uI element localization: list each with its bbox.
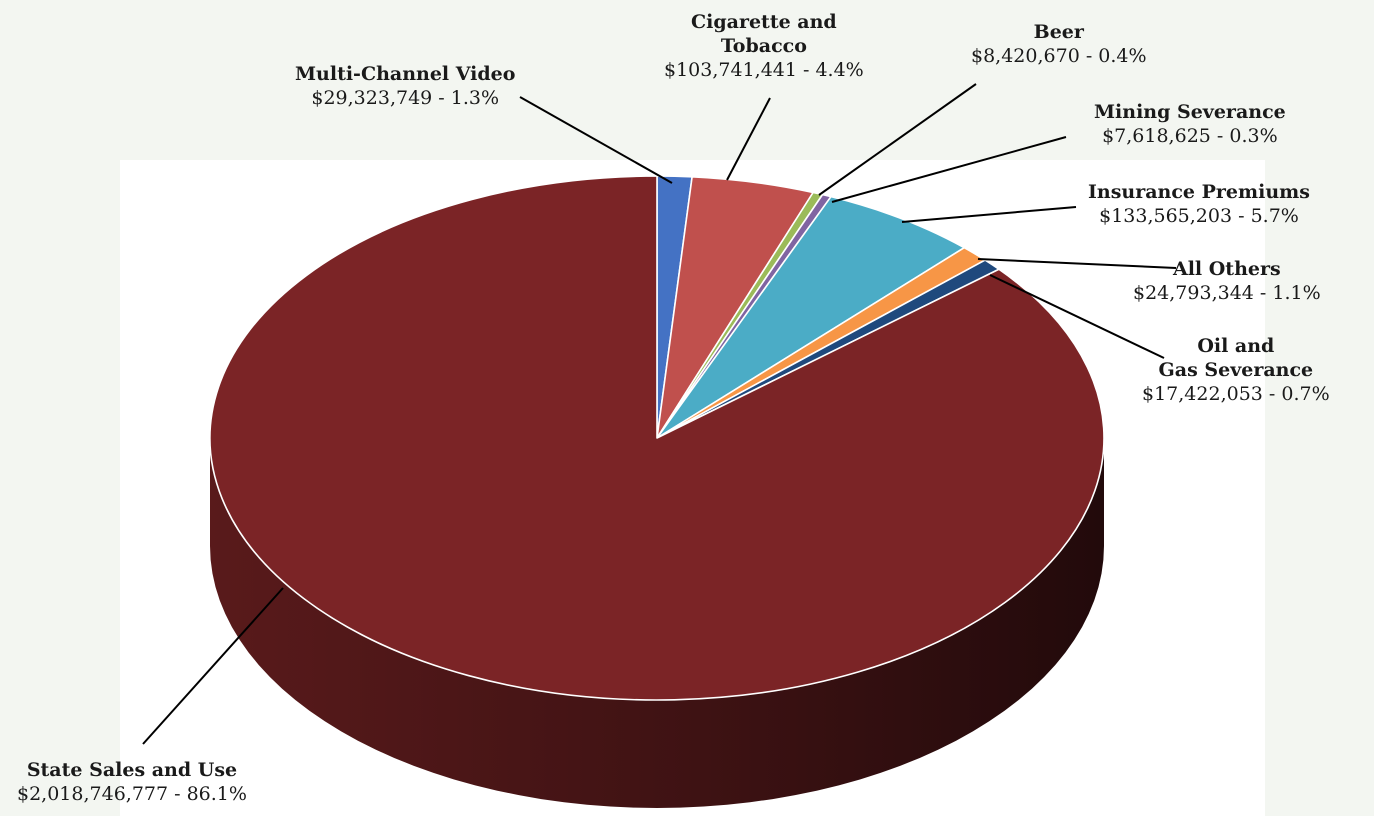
slice-value-label: $133,565,203 - 5.7%	[1099, 205, 1299, 227]
slice-name-label: All Others	[1172, 258, 1281, 280]
slice-value-label: $29,323,749 - 1.3%	[311, 87, 500, 109]
slice-value-label: $2,018,746,777 - 86.1%	[17, 783, 247, 805]
slice-value-label: $8,420,670 - 0.4%	[971, 45, 1147, 67]
leader-line-insurance-premiums	[901, 206, 1077, 223]
leader-line-mining-severance	[831, 136, 1067, 203]
slice-insurance-premiums	[656, 195, 966, 439]
data-label-insurance-premiums: Insurance Premiums $133,565,203 - 5.7%	[1088, 180, 1310, 228]
data-label-oil-and-gas-severance: Oil and Gas Severance $17,422,053 - 0.7%	[1142, 334, 1330, 406]
leader-line-beer	[818, 83, 977, 196]
leader-line-state-sales-and-use	[142, 587, 284, 745]
data-label-multi-channel-video: Multi-Channel Video $29,323,749 - 1.3%	[295, 62, 515, 110]
slice-name-label: Multi-Channel Video	[295, 63, 516, 85]
slice-name-label: State Sales and Use	[26, 759, 238, 781]
slice-value-label: $24,793,344 - 1.1%	[1133, 282, 1321, 304]
slice-name-label: Insurance Premiums	[1088, 181, 1310, 203]
slice-value-label: $7,618,625 - 0.3%	[1102, 125, 1278, 147]
data-label-cigarette-and-tobacco: Cigarette and Tobacco $103,741,441 - 4.4%	[664, 10, 864, 82]
slice-value-label: $17,422,053 - 0.7%	[1142, 383, 1330, 405]
slice-name-label: Mining Severance	[1094, 101, 1286, 123]
slice-value-label: $103,741,441 - 4.4%	[664, 59, 864, 81]
data-label-all-others: All Others $24,793,344 - 1.1%	[1133, 257, 1321, 305]
data-label-mining-severance: Mining Severance $7,618,625 - 0.3%	[1094, 100, 1286, 148]
leader-line-oil-and-gas-severance	[989, 274, 1165, 359]
slice-side-state-sales-and-use	[210, 438, 1104, 808]
slice-name-label: Cigarette and Tobacco	[691, 11, 837, 57]
leader-line-multi-channel-video	[519, 96, 673, 184]
slice-state-sales-and-use	[209, 175, 1105, 701]
leader-line-cigarette-and-tobacco	[726, 97, 771, 181]
data-label-state-sales-and-use: State Sales and Use $2,018,746,777 - 86.1…	[17, 758, 247, 806]
leader-line-all-others	[977, 258, 1177, 269]
slice-name-label: Oil and Gas Severance	[1158, 335, 1314, 381]
slice-name-label: Beer	[1033, 21, 1084, 43]
data-label-beer: Beer $8,420,670 - 0.4%	[971, 20, 1147, 68]
